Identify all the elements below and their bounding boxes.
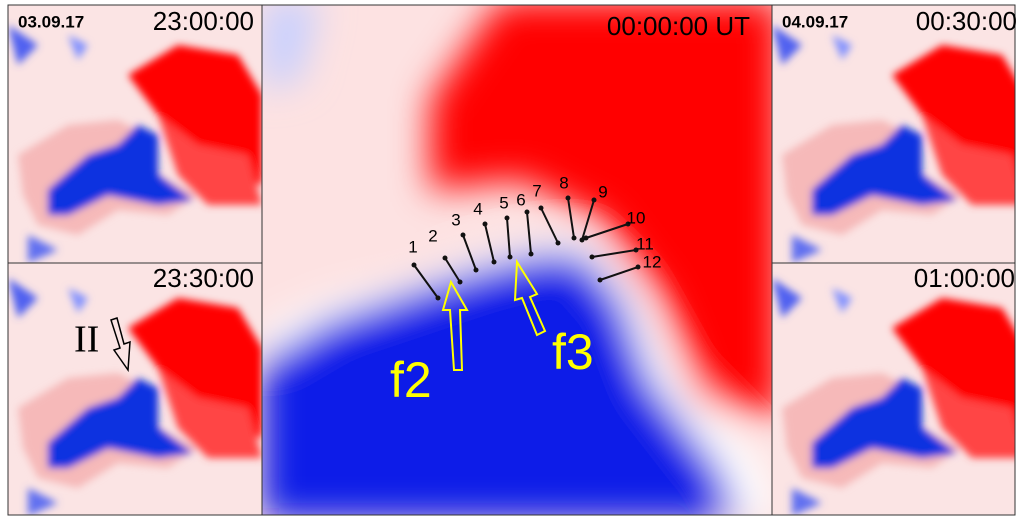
slit-label: 11 (636, 234, 654, 253)
panel-image (262, 0, 780, 517)
slit-label: 5 (499, 193, 508, 212)
slit-label: 12 (643, 252, 662, 271)
annotation: II (74, 319, 99, 361)
date-label: 04.09.17 (782, 12, 848, 31)
time-label: 00:30:00 (916, 6, 1017, 36)
slit-label: 6 (516, 190, 525, 209)
slit-label: 2 (428, 226, 437, 245)
slit-dot (592, 198, 597, 203)
slit-dot (436, 296, 441, 301)
slit-dot (492, 260, 497, 265)
slit-dot (590, 255, 595, 260)
figure: 03.09.17 23:00:00 23:30:00 00:00:00 UT 0… (0, 0, 1017, 517)
time-label: 00:00:00 UT (607, 11, 750, 41)
slit-dot (525, 210, 530, 215)
panel-image (8, 258, 262, 516)
slit-dot (572, 236, 577, 241)
slit-dot (584, 236, 589, 241)
annotation: f2 (390, 352, 432, 408)
slit-label: 1 (408, 237, 417, 256)
slit-dot (458, 280, 463, 285)
slit-label: 3 (451, 210, 460, 229)
annotation: f3 (552, 324, 594, 380)
slit-dot (539, 206, 544, 211)
slit-dot (636, 265, 641, 270)
slit-label: 4 (473, 199, 482, 218)
slit-dot (505, 216, 510, 221)
slit-label: 7 (532, 181, 541, 200)
slit-dot (508, 255, 513, 260)
slit-dot (529, 252, 534, 257)
panel-image (8, 5, 262, 263)
slit-dot (443, 256, 448, 261)
slit-dot (566, 196, 571, 201)
slit-dot (483, 222, 488, 227)
time-label: 23:30:00 (153, 263, 254, 293)
slit-dot (474, 268, 479, 273)
slit-dot (461, 233, 466, 238)
slit-label: 10 (627, 208, 646, 227)
date-label: 03.09.17 (18, 12, 84, 31)
slit-dot (556, 241, 561, 246)
panel-image (772, 258, 1017, 516)
slit-dot (412, 263, 417, 268)
panel-image (772, 5, 1017, 263)
time-label: 01:00:00 (914, 263, 1015, 293)
time-label: 23:00:00 (153, 6, 254, 36)
slit-label: 9 (598, 182, 607, 201)
slit-dot (598, 278, 603, 283)
slit-label: 8 (559, 173, 568, 192)
